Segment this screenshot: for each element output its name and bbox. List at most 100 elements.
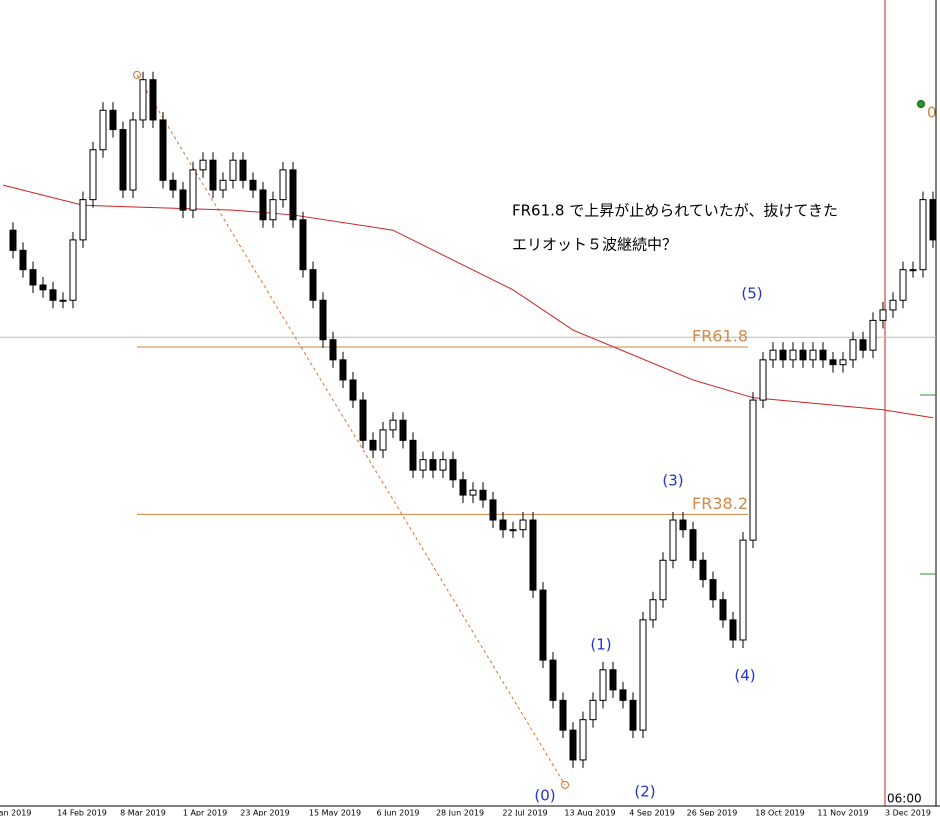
candle-body xyxy=(739,539,747,641)
candle-body xyxy=(59,299,67,302)
candle-body xyxy=(349,379,357,401)
x-tick-label: 1 Apr 2019 xyxy=(183,809,227,816)
x-tick-label: 13 Aug 2019 xyxy=(564,809,615,816)
candle-body xyxy=(849,339,857,361)
candle-body xyxy=(89,149,97,201)
candle-body xyxy=(519,519,527,531)
candle-body xyxy=(499,519,507,531)
candle-body xyxy=(759,359,767,401)
candle-body xyxy=(259,189,267,221)
candle-body xyxy=(699,559,707,581)
wave-label: (2) xyxy=(634,783,655,801)
x-tick-label: 3 Jan 2019 xyxy=(0,809,31,816)
candle-body xyxy=(879,309,887,321)
candle-body xyxy=(119,129,127,191)
candle-body xyxy=(149,79,157,121)
wave-label: (3) xyxy=(662,472,683,490)
candle-body xyxy=(279,169,287,201)
candle-body xyxy=(829,359,837,366)
candle-body xyxy=(819,349,827,361)
fib-anchor xyxy=(133,70,141,79)
candle-body xyxy=(909,269,917,272)
candle-body xyxy=(529,519,537,591)
candle-body xyxy=(809,349,817,361)
candle-body xyxy=(19,249,27,271)
candle-body xyxy=(619,689,627,701)
peak-marker xyxy=(917,100,925,108)
fib-label: FR38.2 xyxy=(692,494,748,513)
candle-body xyxy=(749,399,757,541)
x-tick-label: 15 May 2019 xyxy=(309,809,361,816)
candle-body xyxy=(409,439,417,471)
candle-body xyxy=(179,189,187,211)
candle-body xyxy=(929,199,937,241)
candle-body xyxy=(389,419,397,431)
candle-body xyxy=(69,239,77,301)
candle-body xyxy=(899,269,907,301)
candle-body xyxy=(429,459,437,471)
candle-body xyxy=(549,659,557,701)
candle-body xyxy=(9,229,17,251)
candle-body xyxy=(679,519,687,531)
candle-body xyxy=(229,159,237,181)
candle-body xyxy=(299,219,307,271)
x-tick-label: 14 Feb 2019 xyxy=(57,809,107,816)
note: エリオット５波継続中？ xyxy=(512,236,677,254)
x-tick-label: 6 Jun 2019 xyxy=(376,809,419,816)
candle-body xyxy=(99,109,107,151)
candle-body xyxy=(269,199,277,221)
time-label: 06:00 xyxy=(887,792,922,806)
candle-body xyxy=(359,399,367,441)
candle-body xyxy=(419,459,427,471)
candle-body xyxy=(169,179,177,191)
fib-label: FR61.8 xyxy=(692,326,748,345)
candle-body xyxy=(329,339,337,361)
candle-body xyxy=(339,359,347,381)
wave-label: (5) xyxy=(741,285,762,303)
moving-average xyxy=(2,184,934,419)
candle-body xyxy=(859,339,867,351)
candle-body xyxy=(639,619,647,731)
candle-body xyxy=(159,119,167,181)
candle-body xyxy=(839,359,847,366)
candle-body xyxy=(569,729,577,761)
candle-body xyxy=(199,159,207,171)
candle-body xyxy=(79,199,87,241)
candle-body xyxy=(439,459,447,471)
wave-label: (1) xyxy=(590,636,611,654)
candle-body xyxy=(49,289,57,301)
candle-body xyxy=(889,299,897,311)
note: FR61.8 で上昇が止められていたが、抜けてきた xyxy=(512,202,838,220)
x-tick-label: 26 Sep 2019 xyxy=(687,809,738,816)
candle-body xyxy=(219,179,227,191)
wave-label: (0) xyxy=(534,787,555,805)
candle-body xyxy=(249,179,257,191)
candle-body xyxy=(459,479,467,496)
candle-body xyxy=(799,349,807,361)
candle-body xyxy=(109,109,117,131)
candle-body xyxy=(399,419,407,441)
candle-body xyxy=(919,199,927,271)
candle-body xyxy=(479,489,487,501)
candle-body xyxy=(29,269,37,286)
candle-body xyxy=(209,159,217,191)
wave-label: (4) xyxy=(734,667,755,685)
candle-body xyxy=(789,349,797,361)
candle-body xyxy=(579,719,587,761)
x-tick-label: 22 Jul 2019 xyxy=(502,809,547,816)
x-tick-label: 8 Mar 2019 xyxy=(120,809,166,816)
edge-label: 0 xyxy=(927,104,937,122)
candle-body xyxy=(719,599,727,621)
candle-body xyxy=(309,269,317,301)
candle-body xyxy=(369,439,377,451)
x-tick-label: 4 Sep 2019 xyxy=(629,809,675,816)
candle-body xyxy=(509,529,517,532)
candle-body xyxy=(539,589,547,661)
x-tick-label: 23 Apr 2019 xyxy=(240,809,289,816)
candle-body xyxy=(649,599,657,621)
x-tick-label: 28 Jun 2019 xyxy=(436,809,484,816)
candle-body xyxy=(669,519,677,561)
candle-body xyxy=(379,429,387,451)
fib-anchor xyxy=(561,780,569,789)
